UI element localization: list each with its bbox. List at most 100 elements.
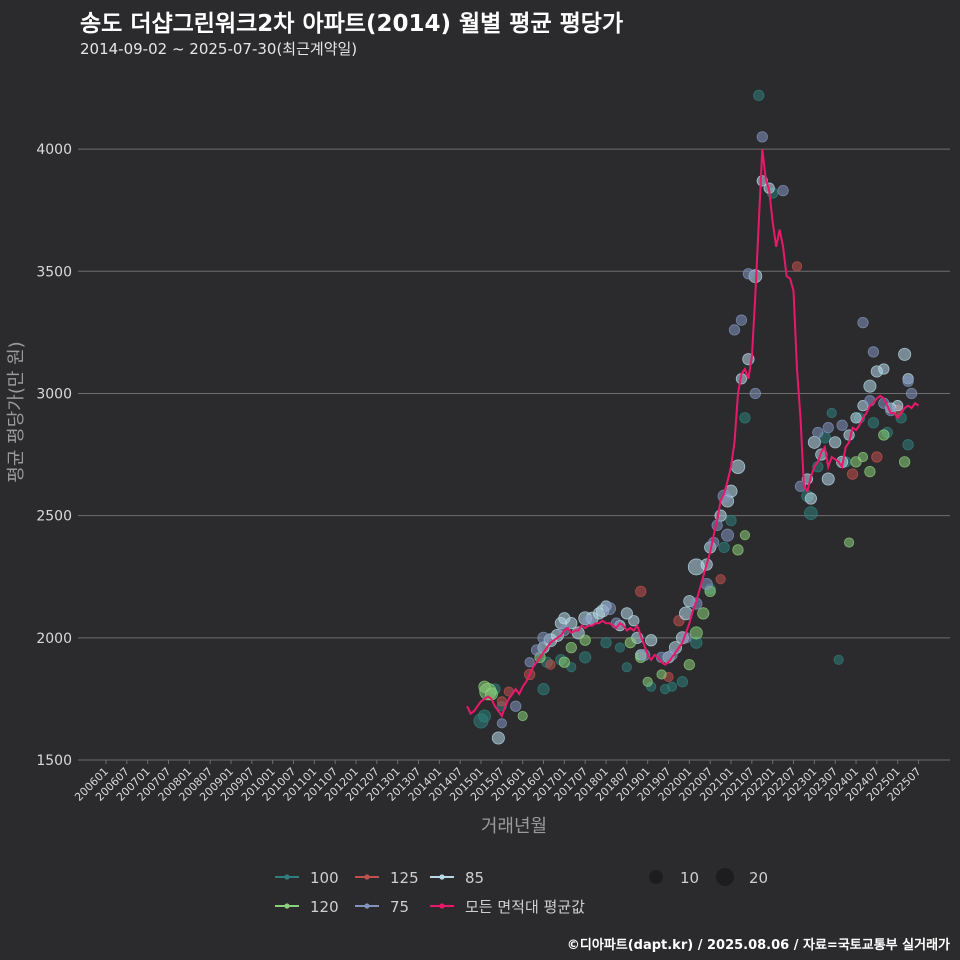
legend-swatch-dot [284,903,290,909]
y-tick-label: 3500 [36,264,72,280]
scatter-point-100 [600,637,612,649]
scatter-point-120 [689,626,703,640]
legend-size-item: 10 [649,869,699,887]
scatter-point-100 [718,541,730,554]
scatter-point-100 [676,676,689,688]
x-axis-ticks: 2006012006072007012007072008012008072009… [72,760,924,804]
scatter-point-85 [850,412,862,424]
scatter-point-100 [826,407,837,419]
scatter-point-125 [545,659,556,670]
legend-swatch-dot [439,903,445,909]
y-axis-label: 평균 평당가(만 원) [6,341,27,482]
legend-swatch-dot [364,874,370,880]
scatter-point-85 [565,617,578,630]
legend-swatch-dot [364,903,370,909]
scatter-point-100 [803,506,818,521]
y-tick-label: 4000 [36,142,72,158]
scatter-point-75 [728,324,741,336]
chart-subtitle: 2014-09-02 ~ 2025-07-30(최근계약일) [80,40,358,58]
scatter-point-85 [628,615,640,627]
legend-item: 120 [275,898,339,916]
legend-swatch-dot [439,874,445,880]
legend-item: 75 [355,898,409,916]
scatter-point-120 [565,641,577,654]
legend-item: 100 [275,869,339,887]
scatter-point-85 [730,459,746,474]
legend-size-label: 20 [749,869,768,887]
scatter-point-120 [739,530,750,541]
scatter-points [473,89,918,745]
scatter-point-100 [902,439,914,451]
scatter-point-100 [537,683,550,696]
scatter-point-120 [558,656,570,668]
legend-label: 75 [390,898,409,916]
scatter-point-120 [697,607,710,620]
scatter-point-85 [804,492,817,505]
legend-label: 100 [310,869,339,887]
scatter-point-100 [739,412,751,424]
scatter-point-125 [791,261,803,272]
scatter-point-75 [742,268,755,280]
scatter-point-120 [857,451,869,463]
scatter-point-75 [777,185,789,197]
scatter-point-85 [863,379,877,393]
scatter-point-120 [656,669,667,680]
scatter-point-100 [833,654,844,665]
scatter-point-120 [624,637,636,649]
scatter-point-85 [821,472,835,486]
legend-size-swatch [649,870,663,884]
scatter-point-75 [905,387,918,400]
scatter-point-100 [666,681,678,692]
scatter-point-120 [864,466,876,478]
scatter-point-100 [725,514,737,527]
grid-layer [78,148,950,761]
legend-item: 85 [430,869,484,887]
scatter-point-75 [749,387,761,400]
scatter-point-75 [496,718,507,729]
scatter-point-75 [537,631,550,644]
scatter-point-100 [753,89,765,101]
scatter-point-85 [829,436,842,449]
y-tick-label: 3000 [36,386,72,402]
legend-label: 125 [390,869,419,887]
scatter-point-120 [517,710,528,722]
scatter-point-100 [867,417,880,429]
scatter-point-75 [822,422,834,434]
source-credit: ©디아파트(dapt.kr) / 2025.08.06 / 자료=국토교통부 실… [566,938,950,953]
legend-size-label: 10 [680,869,699,887]
chart-title: 송도 더샵그린워크2차 아파트(2014) 월별 평균 평당가 [80,11,624,37]
legend-label: 85 [465,869,484,887]
scatter-point-120 [878,429,890,441]
scatter-point-120 [683,659,695,671]
scatter-point-75 [735,314,748,326]
scatter-point-100 [621,662,632,673]
scatter-point-100 [477,709,491,723]
scatter-point-75 [530,644,543,656]
legend-item: 모든 면적대 평균값 [430,898,585,916]
scatter-point-125 [635,585,647,598]
scatter-point-120 [642,676,653,687]
y-tick-label: 1500 [36,753,72,769]
y-axis-ticks: 1500 2000 2500 3000 3500 4000 [36,142,72,769]
scatter-point-75 [510,700,522,712]
scatter-point-120 [579,634,591,646]
scatter-point-85 [620,607,633,620]
scatter-point-75 [902,375,914,387]
scatter-point-125 [871,451,883,463]
scatter-point-75 [864,395,876,407]
scatter-point-75 [756,131,768,143]
scatter-point-125 [715,574,726,585]
legend-label: 모든 면적대 평균값 [465,898,585,916]
x-axis-label: 거래년월 [481,816,547,837]
scatter-point-120 [732,544,744,556]
y-tick-label: 2000 [36,631,72,647]
legend-item: 125 [355,869,419,887]
scatter-point-125 [846,468,859,480]
legend: 100 125 85 120 75 모든 면적대 평균값 10 20 [275,867,768,916]
scatter-point-75 [721,528,735,542]
scatter-point-85 [878,363,890,375]
scatter-point-75 [836,419,848,431]
legend-size-swatch [715,867,735,887]
legend-swatch-dot [284,874,290,880]
